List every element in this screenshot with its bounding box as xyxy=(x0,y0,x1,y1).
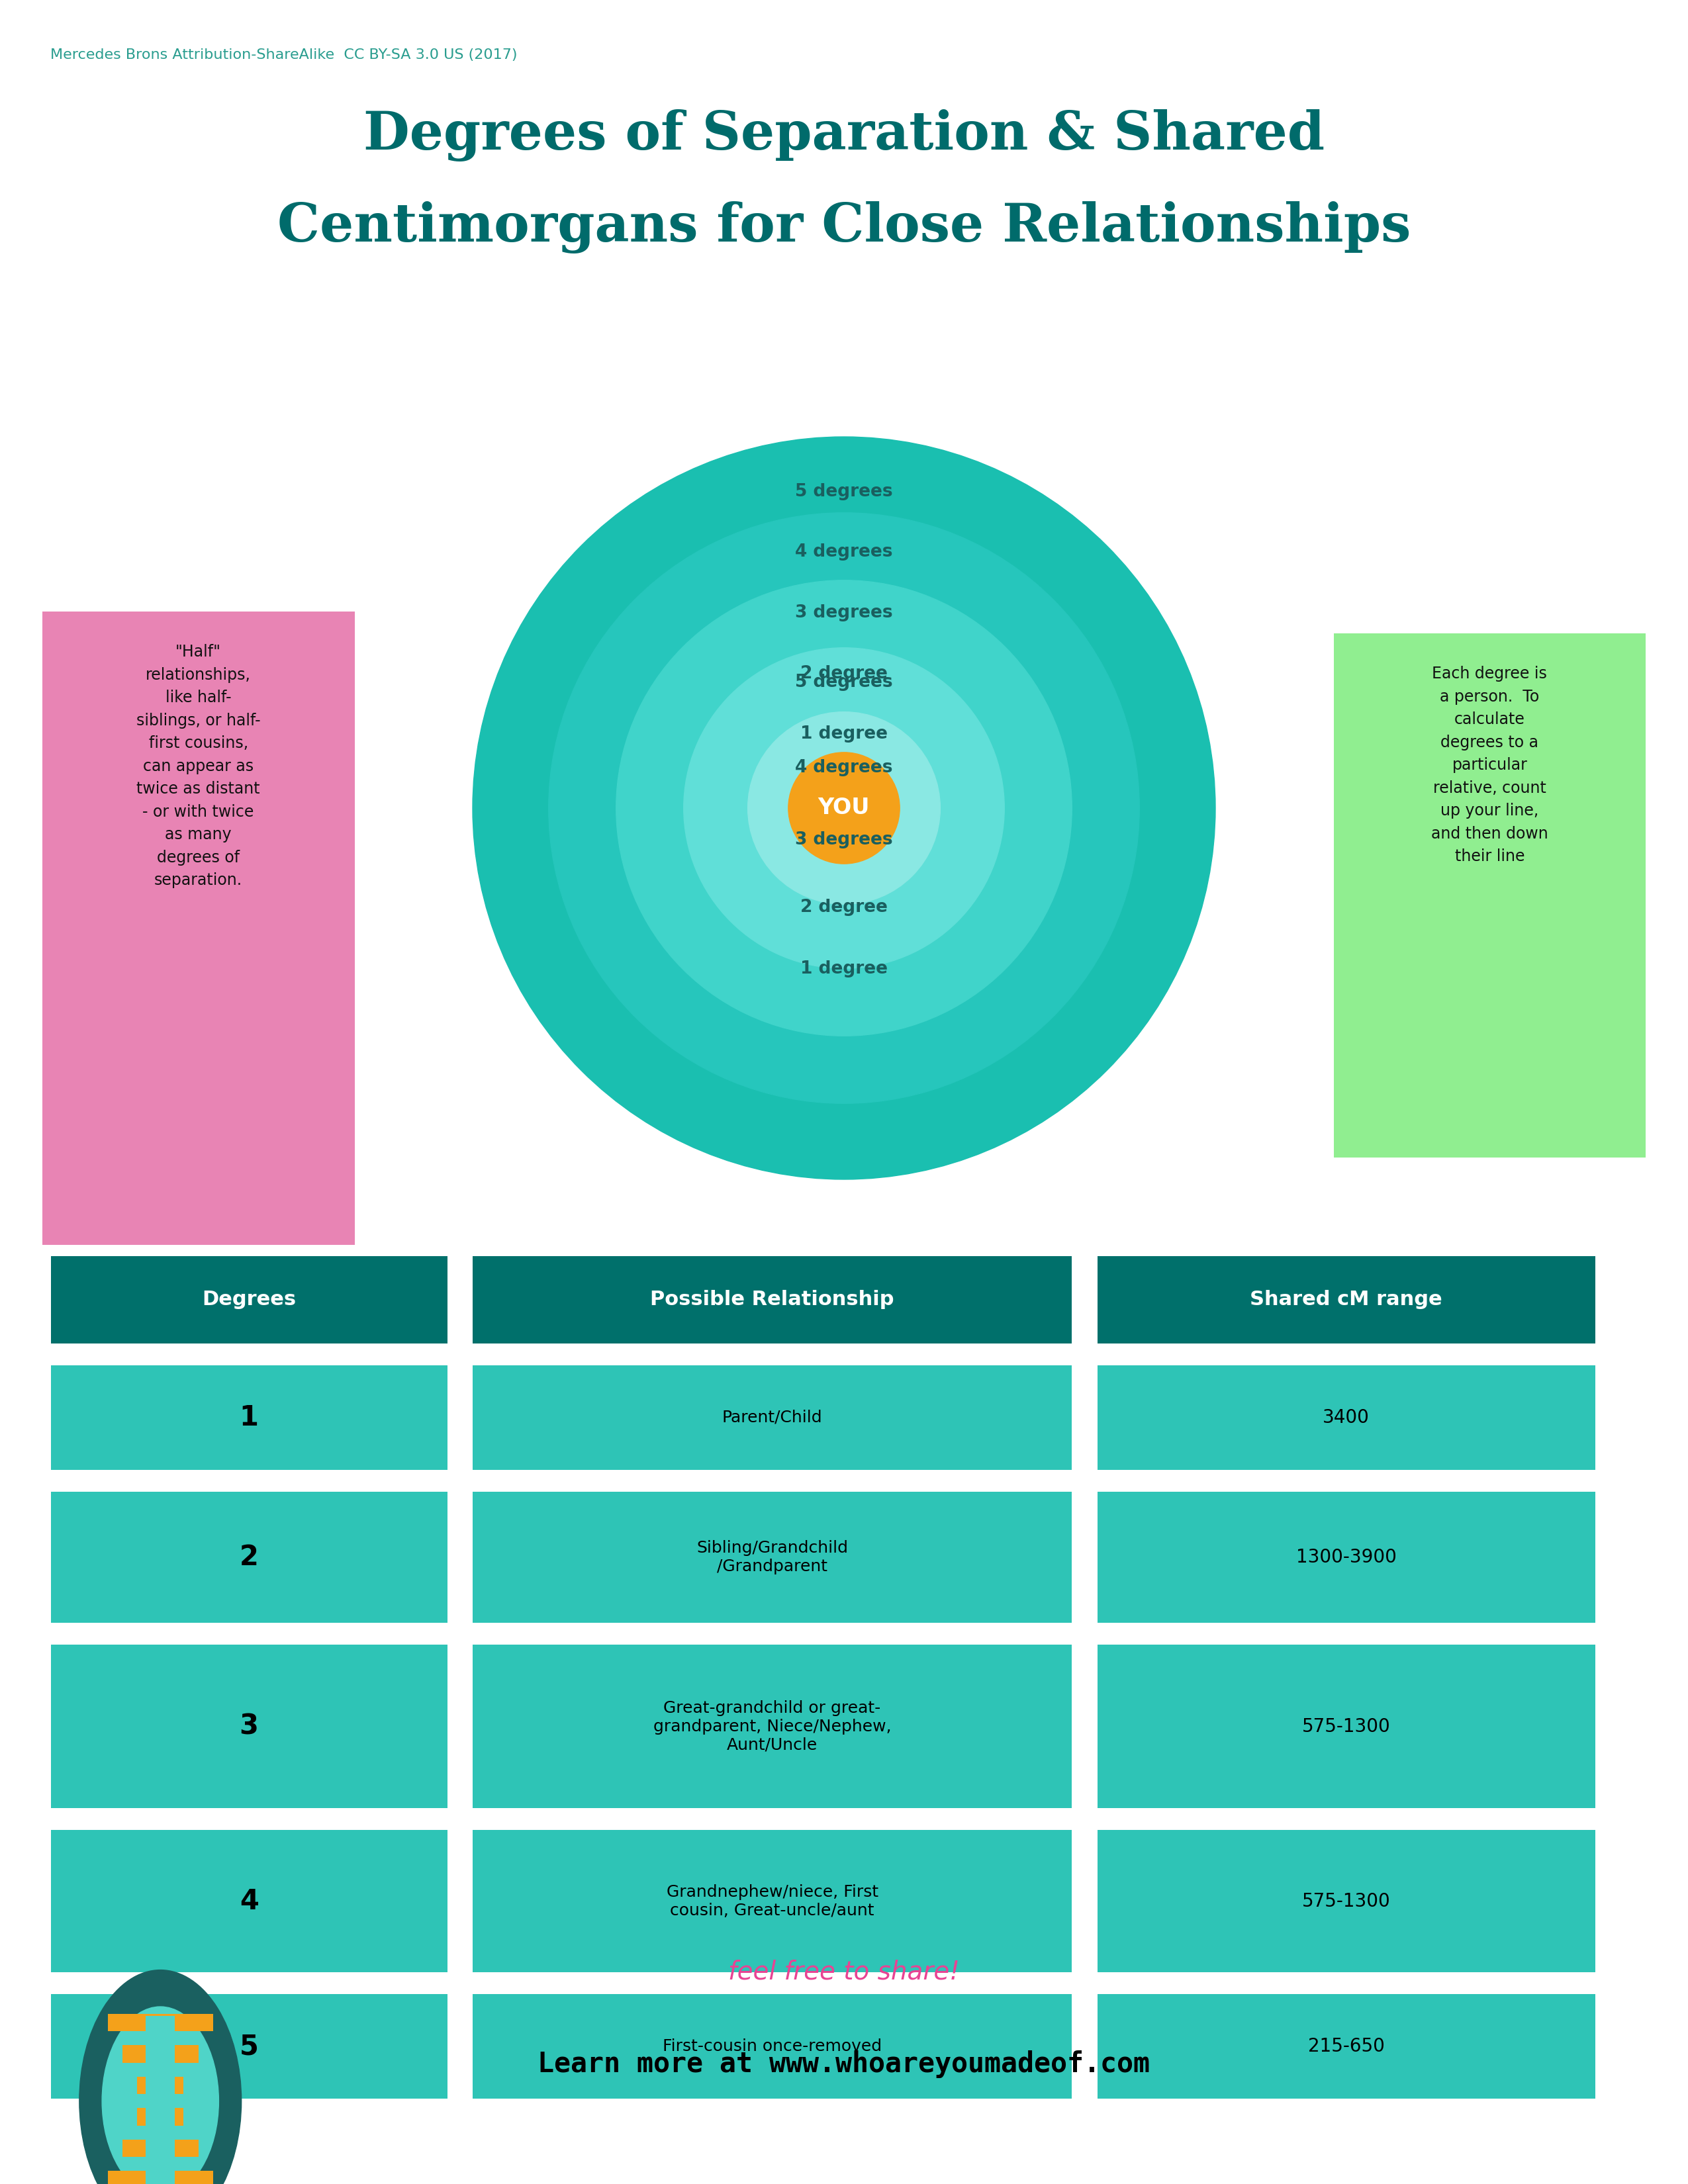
Text: Great-grandchild or great-
grandparent, Niece/Nephew,
Aunt/Uncle: Great-grandchild or great- grandparent, … xyxy=(653,1699,891,1754)
FancyBboxPatch shape xyxy=(51,1365,447,1470)
FancyBboxPatch shape xyxy=(1097,1830,1595,1972)
Text: 5 degrees: 5 degrees xyxy=(795,675,893,690)
Text: Degrees of Separation & Shared: Degrees of Separation & Shared xyxy=(363,109,1325,162)
Text: 575-1300: 575-1300 xyxy=(1301,1717,1391,1736)
FancyBboxPatch shape xyxy=(108,2171,213,2184)
Ellipse shape xyxy=(473,437,1215,1179)
Text: 2: 2 xyxy=(240,1544,258,1570)
Text: 3: 3 xyxy=(240,1712,258,1741)
Text: 2 degree: 2 degree xyxy=(800,666,888,684)
Text: Each degree is
a person.  To
calculate
degrees to a
particular
relative, count
u: Each degree is a person. To calculate de… xyxy=(1431,666,1548,865)
Text: 4 degrees: 4 degrees xyxy=(795,760,893,775)
Ellipse shape xyxy=(549,513,1139,1103)
FancyBboxPatch shape xyxy=(123,2140,197,2158)
FancyBboxPatch shape xyxy=(137,2108,184,2125)
Text: Centimorgans for Close Relationships: Centimorgans for Close Relationships xyxy=(277,201,1411,253)
Text: Grandnephew/niece, First
cousin, Great-uncle/aunt: Grandnephew/niece, First cousin, Great-u… xyxy=(667,1885,878,1918)
FancyBboxPatch shape xyxy=(51,1256,447,1343)
FancyBboxPatch shape xyxy=(1097,1365,1595,1470)
Ellipse shape xyxy=(788,751,900,865)
FancyBboxPatch shape xyxy=(473,1645,1072,1808)
FancyBboxPatch shape xyxy=(1097,1256,1595,1343)
Text: First-cousin once-removed: First-cousin once-removed xyxy=(663,2038,881,2055)
Text: 3 degrees: 3 degrees xyxy=(795,832,893,847)
Text: 575-1300: 575-1300 xyxy=(1301,1891,1391,1911)
FancyBboxPatch shape xyxy=(473,1365,1072,1470)
Text: feel free to share!: feel free to share! xyxy=(728,1959,960,1985)
FancyBboxPatch shape xyxy=(473,1830,1072,1972)
Text: Mercedes Brons Attribution-ShareAlike  CC BY-SA 3.0 US (2017): Mercedes Brons Attribution-ShareAlike CC… xyxy=(51,48,518,61)
FancyBboxPatch shape xyxy=(473,1256,1072,1343)
FancyBboxPatch shape xyxy=(473,1994,1072,2099)
Text: 1 degree: 1 degree xyxy=(800,961,888,976)
Text: Learn more at www.whoareyoumadeof.com: Learn more at www.whoareyoumadeof.com xyxy=(538,2051,1150,2077)
Text: 3 degrees: 3 degrees xyxy=(795,605,893,622)
Ellipse shape xyxy=(748,712,940,904)
FancyBboxPatch shape xyxy=(1097,1645,1595,1808)
Text: 4: 4 xyxy=(240,1887,258,1915)
FancyBboxPatch shape xyxy=(51,1830,447,1972)
Text: 3400: 3400 xyxy=(1323,1409,1369,1426)
Text: Sibling/Grandchild
/Grandparent: Sibling/Grandchild /Grandparent xyxy=(697,1540,847,1575)
Text: 1300-3900: 1300-3900 xyxy=(1296,1548,1396,1566)
FancyBboxPatch shape xyxy=(51,1994,447,2099)
Ellipse shape xyxy=(616,581,1072,1035)
FancyBboxPatch shape xyxy=(42,612,354,1245)
Text: Possible Relationship: Possible Relationship xyxy=(650,1291,895,1308)
FancyBboxPatch shape xyxy=(1334,633,1646,1158)
FancyBboxPatch shape xyxy=(1097,1994,1595,2099)
FancyBboxPatch shape xyxy=(51,1645,447,1808)
Text: Parent/Child: Parent/Child xyxy=(722,1409,822,1426)
Text: 4 degrees: 4 degrees xyxy=(795,544,893,561)
FancyBboxPatch shape xyxy=(145,2016,176,2184)
FancyBboxPatch shape xyxy=(137,2077,184,2094)
Text: 215-650: 215-650 xyxy=(1308,2038,1384,2055)
Text: "Half"
relationships,
like half-
siblings, or half-
first cousins,
can appear as: "Half" relationships, like half- sibling… xyxy=(137,644,260,889)
Text: Shared cM range: Shared cM range xyxy=(1251,1291,1442,1308)
Text: 5 degrees: 5 degrees xyxy=(795,483,893,500)
Ellipse shape xyxy=(79,1970,241,2184)
FancyBboxPatch shape xyxy=(51,1492,447,1623)
Text: 2 degree: 2 degree xyxy=(800,900,888,915)
FancyBboxPatch shape xyxy=(108,2014,213,2031)
Ellipse shape xyxy=(101,2007,219,2184)
FancyBboxPatch shape xyxy=(123,2044,197,2062)
Text: 1: 1 xyxy=(240,1404,258,1431)
Text: 5: 5 xyxy=(240,2033,258,2060)
Text: Degrees: Degrees xyxy=(203,1291,295,1308)
FancyBboxPatch shape xyxy=(473,1492,1072,1623)
Text: YOU: YOU xyxy=(819,797,869,819)
FancyBboxPatch shape xyxy=(1097,1492,1595,1623)
Text: 1 degree: 1 degree xyxy=(800,725,888,743)
Ellipse shape xyxy=(684,649,1004,968)
